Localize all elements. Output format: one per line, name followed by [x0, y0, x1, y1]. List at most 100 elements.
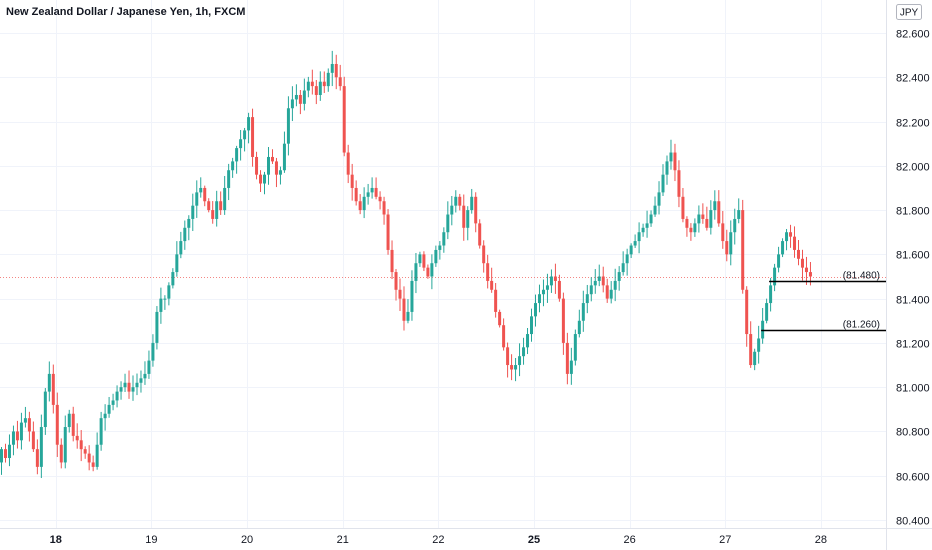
horizontal-levels: (81.480) (81.260) [761, 271, 886, 332]
candle [458, 193, 462, 211]
candle [649, 210, 653, 227]
x-tick-label: 27 [719, 534, 731, 546]
candle-body [573, 334, 577, 361]
candle-body [286, 108, 290, 144]
candle-body [733, 218, 737, 233]
candle-body [625, 254, 629, 264]
candle [597, 264, 601, 287]
candle [434, 245, 438, 267]
candle [645, 210, 649, 238]
candle-body [494, 289, 498, 312]
candle-body [406, 311, 410, 321]
candle-body [223, 187, 227, 211]
candle-body [601, 276, 605, 286]
candle [502, 318, 506, 351]
candle [438, 241, 442, 260]
currency-label: JPY [900, 8, 919, 19]
y-tick-label: 82.600 [896, 29, 930, 41]
candle [350, 163, 354, 201]
candle [514, 357, 518, 382]
candle [777, 246, 781, 273]
candle [749, 321, 753, 368]
y-tick-label: 80.600 [896, 472, 930, 484]
candle [737, 198, 741, 224]
candle-body [314, 86, 318, 95]
candle-body [581, 303, 585, 321]
candle-body [15, 431, 19, 441]
candle-body [800, 258, 804, 268]
candle [386, 209, 390, 255]
candle-body [701, 214, 705, 219]
candle [673, 143, 677, 182]
candle-body [613, 280, 617, 290]
candle-body [187, 218, 191, 228]
candle-body [127, 382, 131, 392]
candle-body [207, 201, 211, 211]
candle [239, 129, 243, 161]
candle [701, 203, 705, 224]
candle [358, 194, 362, 215]
candle [127, 370, 131, 399]
candle-body [661, 174, 665, 193]
candle-body [47, 373, 51, 392]
candle [151, 334, 155, 367]
candle [721, 210, 725, 249]
candle [171, 268, 175, 289]
candle [541, 279, 545, 307]
candle [617, 266, 621, 291]
candle-body [59, 444, 63, 463]
candle-body [506, 347, 510, 366]
candle-body [3, 449, 7, 459]
candle [334, 54, 338, 90]
candle [99, 411, 103, 451]
candle [330, 50, 334, 87]
candle-body [641, 227, 645, 233]
candle-body [251, 117, 255, 157]
candle [199, 177, 203, 198]
candle [231, 157, 235, 178]
candle [804, 256, 808, 285]
currency-badge[interactable]: JPY [896, 4, 922, 20]
candle-body [490, 280, 494, 290]
candle-body [282, 143, 286, 171]
candle [83, 446, 87, 459]
candle-body [115, 391, 119, 401]
candle [326, 68, 330, 92]
candle-body [215, 201, 219, 219]
candle-body [27, 418, 31, 432]
candle-body [63, 427, 67, 463]
candle-body [398, 289, 402, 299]
candle [306, 76, 310, 98]
candle-body [330, 63, 334, 73]
candle [203, 185, 207, 207]
candle [7, 434, 11, 467]
candle-body [530, 316, 534, 335]
candle [131, 375, 135, 401]
candle-body [270, 156, 274, 162]
candle-body [75, 435, 79, 441]
y-axis: 80.400 80.600 80.800 81.000 81.200 81.400 81.6… [896, 29, 930, 528]
candle-body [243, 130, 247, 140]
candle [59, 438, 63, 469]
candle [382, 196, 386, 225]
candle [422, 251, 426, 272]
candle-body [470, 196, 474, 211]
candle [577, 309, 581, 338]
candle-body [79, 440, 83, 450]
candle [685, 216, 689, 237]
candle [717, 190, 721, 227]
candle-body [310, 81, 314, 87]
candle-body [458, 196, 462, 206]
candle-body [239, 139, 243, 149]
candle [135, 373, 139, 396]
candle [800, 249, 804, 281]
candle [605, 278, 609, 303]
candle [797, 239, 800, 266]
candle-body [290, 99, 294, 109]
candle-body [183, 227, 187, 242]
candle-body [255, 156, 259, 175]
y-tick-label: 81.800 [896, 206, 930, 218]
candle-body [227, 170, 231, 188]
candle-body [577, 320, 581, 335]
candle [637, 222, 641, 254]
